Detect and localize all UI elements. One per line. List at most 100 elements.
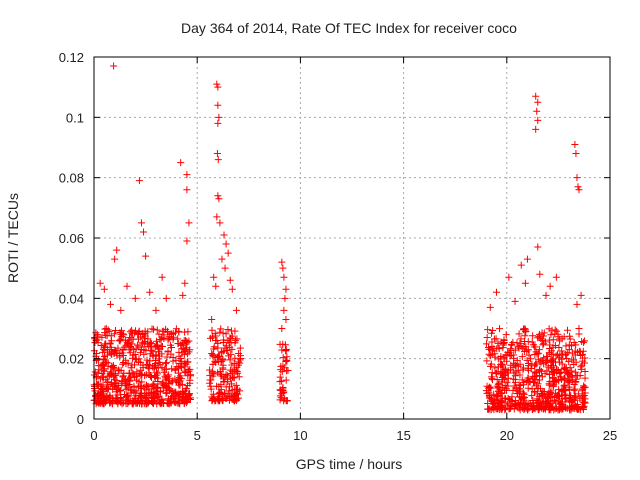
data-point [150, 393, 158, 401]
data-point [528, 392, 536, 400]
data-point [174, 399, 182, 407]
data-point [487, 373, 495, 381]
data-point [154, 370, 162, 378]
data-point [117, 395, 125, 403]
data-point [149, 352, 157, 360]
data-point [499, 361, 507, 369]
data-point [523, 402, 531, 410]
data-point [498, 401, 506, 409]
data-point [554, 406, 562, 414]
data-point [149, 381, 157, 389]
data-point [516, 371, 524, 379]
data-point [521, 337, 529, 345]
data-point [516, 398, 524, 406]
data-point [132, 389, 140, 397]
data-point [95, 380, 103, 388]
data-point [207, 376, 215, 384]
tick-labels: 0 0.02 0.04 0.06 0.08 0.1 0.12 0 5 10 15 20 25 [59, 50, 618, 443]
data-point [540, 329, 548, 337]
data-point [506, 352, 514, 360]
data-point [279, 386, 287, 394]
data-point [571, 394, 579, 402]
data-point [116, 387, 124, 395]
data-point [567, 367, 575, 375]
data-point [154, 341, 162, 349]
data-point [220, 231, 228, 239]
data-point [152, 306, 160, 314]
data-point [142, 371, 150, 379]
data-point [554, 333, 562, 341]
data-point [100, 285, 108, 293]
data-point [482, 340, 490, 348]
data-point [518, 353, 526, 361]
data-point [183, 344, 191, 352]
data-point [222, 371, 230, 379]
data-point [554, 392, 562, 400]
data-point [484, 326, 492, 334]
data-point [175, 363, 183, 371]
data-point [232, 381, 240, 389]
data-point [497, 370, 505, 378]
data-point [123, 392, 131, 400]
data-point [220, 347, 228, 355]
data-point [485, 350, 493, 358]
data-point [146, 339, 154, 347]
data-point [174, 376, 182, 384]
data-point [511, 376, 519, 384]
data-point [520, 325, 528, 333]
data-point [570, 386, 578, 394]
data-point [176, 372, 184, 380]
data-point [109, 362, 117, 370]
data-point [135, 396, 143, 404]
data-point [533, 107, 541, 115]
data-point [515, 385, 523, 393]
data-point [169, 357, 177, 365]
data-point [184, 366, 192, 374]
data-point [497, 353, 505, 361]
data-point [504, 374, 512, 382]
data-point [508, 393, 516, 401]
data-point [151, 373, 159, 381]
data-point [550, 396, 558, 404]
data-point [136, 349, 144, 357]
data-point [558, 335, 566, 343]
data-point [219, 329, 227, 337]
data-point [96, 279, 104, 287]
data-point [231, 327, 239, 335]
data-point [558, 387, 566, 395]
data-point [228, 345, 236, 353]
data-point [548, 326, 556, 334]
data-point [219, 364, 227, 372]
data-point [504, 367, 512, 375]
data-point [277, 394, 285, 402]
data-point [128, 329, 136, 337]
data-point [236, 344, 244, 352]
data-point [534, 398, 542, 406]
data-point [564, 377, 572, 385]
data-point [541, 404, 549, 412]
data-point [117, 330, 125, 338]
data-point [498, 378, 506, 386]
data-point [140, 228, 148, 236]
data-point [536, 270, 544, 278]
data-point [148, 325, 156, 333]
data-point [516, 393, 524, 401]
data-point [538, 335, 546, 343]
data-point [158, 396, 166, 404]
data-point [549, 373, 557, 381]
data-point [280, 364, 288, 372]
data-point [111, 379, 119, 387]
data-point [185, 367, 193, 375]
data-point [126, 328, 134, 336]
data-point [231, 354, 239, 362]
data-point [167, 330, 175, 338]
data-point [577, 291, 585, 299]
data-point [516, 360, 524, 368]
x-tick-label: 5 [194, 428, 201, 443]
data-point [507, 340, 515, 348]
data-point [581, 354, 589, 362]
data-point [549, 382, 557, 390]
data-point [552, 404, 560, 412]
data-point [184, 372, 192, 380]
data-point [170, 397, 178, 405]
